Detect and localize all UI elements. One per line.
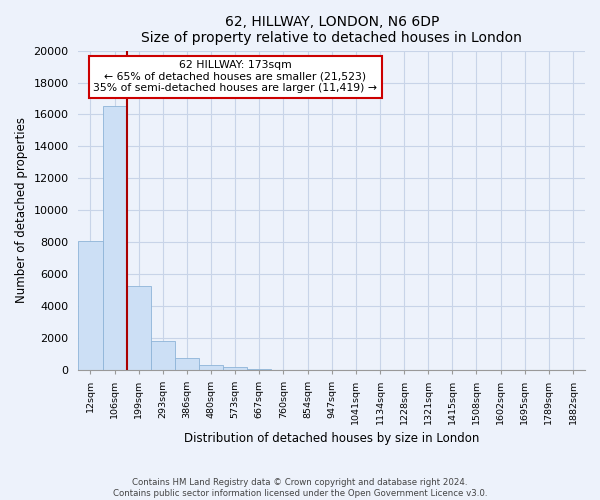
- Bar: [103, 106, 127, 370]
- Text: Contains HM Land Registry data © Crown copyright and database right 2024.
Contai: Contains HM Land Registry data © Crown c…: [113, 478, 487, 498]
- Bar: [175, 358, 199, 370]
- Bar: [127, 286, 151, 370]
- Text: 62 HILLWAY: 173sqm
← 65% of detached houses are smaller (21,523)
35% of semi-det: 62 HILLWAY: 173sqm ← 65% of detached hou…: [94, 60, 377, 94]
- Y-axis label: Number of detached properties: Number of detached properties: [15, 118, 28, 304]
- Bar: [223, 367, 247, 370]
- Title: 62, HILLWAY, LONDON, N6 6DP
Size of property relative to detached houses in Lond: 62, HILLWAY, LONDON, N6 6DP Size of prop…: [141, 15, 522, 45]
- X-axis label: Distribution of detached houses by size in London: Distribution of detached houses by size …: [184, 432, 479, 445]
- Bar: [247, 368, 271, 370]
- Bar: [199, 366, 223, 370]
- Bar: [79, 241, 103, 370]
- Bar: [151, 342, 175, 370]
